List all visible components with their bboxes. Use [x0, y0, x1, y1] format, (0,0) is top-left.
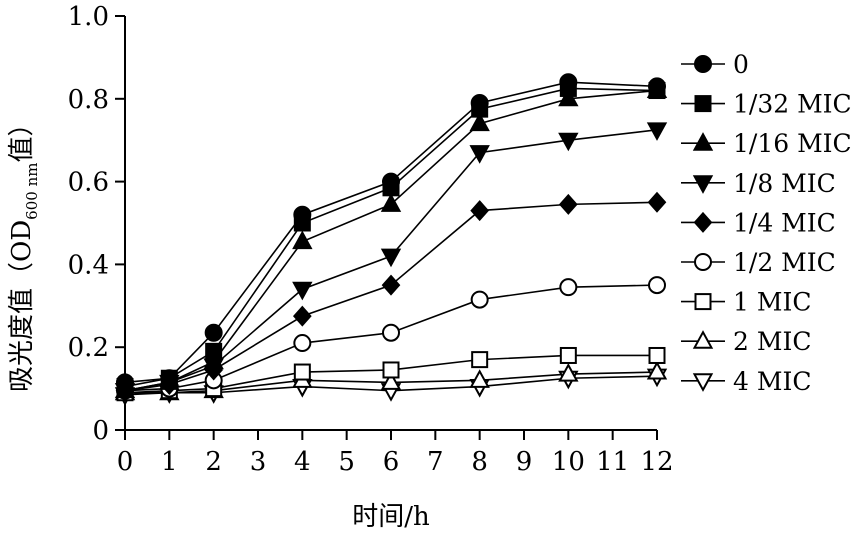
x-tick-label: 1: [161, 447, 178, 477]
data-point: [380, 193, 402, 212]
data-point: [559, 73, 578, 92]
legend-marker: [694, 253, 712, 271]
data-point: [646, 122, 668, 141]
data-point: [647, 191, 667, 213]
data-point: [380, 371, 402, 390]
data-point: [558, 87, 579, 107]
series-2: [124, 89, 658, 392]
legend-item: 1/8 MIC: [681, 169, 836, 198]
legend-item: 1/32 MIC: [681, 90, 852, 119]
x-axis-title: 时间/h: [352, 502, 430, 532]
x-tick-label: 12: [640, 447, 673, 477]
data-point: [559, 346, 577, 364]
legend-item: 1/2 MIC: [681, 248, 836, 277]
legend-label: 0: [733, 50, 749, 79]
axes: 00.20.40.60.81.00 1 2 3 4 5 6 7 8 9 10 11 12时间/h吸光度值…: [7, 2, 674, 532]
legend-label: 1 MIC: [733, 288, 811, 317]
x-tick-label: 2: [205, 447, 222, 477]
y-tick-label: 0.4: [68, 250, 109, 280]
data-point: [646, 360, 668, 380]
legend-label: 1/32 MIC: [733, 90, 852, 119]
legend-item: 0: [681, 50, 749, 79]
data-point: [469, 369, 490, 388]
legend-marker: [694, 55, 712, 73]
data-point: [205, 342, 223, 360]
legend-marker: [692, 373, 714, 392]
data-point: [469, 112, 490, 132]
data-point: [293, 334, 312, 353]
data-point: [470, 290, 489, 309]
y-tick-label: 0.6: [68, 168, 109, 198]
legend-item: 1/16 MIC: [681, 129, 852, 158]
data-point: [204, 323, 223, 342]
x-tick-label: 11: [596, 447, 629, 477]
y-axis-title: 吸光度值（OD600 nm值）: [7, 111, 41, 392]
data-point: [558, 363, 579, 382]
data-point: [293, 363, 311, 381]
legend-label: 2 MIC: [733, 327, 811, 356]
legend-item: 1 MIC: [681, 288, 811, 317]
x-tick-label: 8: [471, 447, 488, 477]
data-point: [292, 305, 312, 327]
legend-item: 1/4 MIC: [681, 208, 836, 237]
data-point: [160, 369, 179, 388]
x-tick-label: 6: [383, 447, 400, 477]
x-tick-label: 5: [338, 447, 355, 477]
legend-label: 1/8 MIC: [733, 169, 836, 198]
legend-marker: [694, 95, 712, 113]
series-markers-0: [116, 73, 666, 392]
y-tick-label: 0: [92, 416, 109, 446]
x-tick-label: 10: [552, 447, 585, 477]
x-tick-label: 0: [117, 447, 134, 477]
data-point: [382, 361, 400, 379]
x-tick-label: 9: [516, 447, 533, 477]
data-point: [381, 274, 401, 296]
data-point: [558, 193, 578, 215]
data-point: [648, 276, 666, 295]
data-point: [559, 278, 578, 297]
legend-marker: [692, 132, 714, 151]
legend-item: 2 MIC: [681, 327, 811, 356]
data-point: [292, 281, 313, 301]
legend-label: 4 MIC: [733, 367, 811, 396]
y-axis-title-suffix: 值）: [7, 111, 37, 163]
legend-marker: [693, 211, 713, 233]
legend-label: 1/2 MIC: [733, 248, 836, 277]
y-tick-label: 1.0: [68, 2, 109, 32]
y-axis-title-prefix: 吸光度值（OD: [7, 220, 37, 392]
legend-label: 1/4 MIC: [733, 208, 836, 237]
y-tick-label: 0.8: [68, 85, 109, 115]
data-point: [382, 172, 400, 191]
x-tick-label: 4: [294, 447, 311, 477]
series-markers-2: [114, 79, 668, 399]
legend-label: 1/16 MIC: [733, 129, 852, 158]
legend-item: 4 MIC: [681, 367, 811, 396]
y-axis-title-subscript: 600 nm: [23, 163, 41, 220]
data-point: [382, 323, 400, 342]
data-point: [470, 93, 489, 112]
data-point: [203, 350, 224, 370]
data-point: [648, 346, 666, 364]
x-tick-label: 3: [250, 447, 267, 477]
series-line: [124, 89, 658, 392]
series-markers-3: [114, 122, 668, 402]
data-point: [116, 373, 134, 392]
legend: 0 1/32 MIC 1/16 MIC 1/8 MIC 1/4 MIC 1/2 MIC 1 …: [681, 50, 852, 396]
data-point: [292, 230, 313, 250]
data-point: [648, 77, 666, 96]
data-point: [380, 248, 402, 268]
x-tick-label: 7: [427, 447, 444, 477]
series-layer: [114, 73, 668, 406]
data-point: [469, 145, 490, 164]
data-point: [293, 205, 312, 224]
y-tick-label: 0.2: [68, 333, 109, 363]
legend-marker: [692, 330, 714, 349]
data-point: [470, 200, 490, 222]
data-point: [558, 132, 579, 152]
legend-marker: [692, 175, 714, 194]
data-point: [471, 351, 489, 369]
legend-marker: [694, 293, 712, 311]
